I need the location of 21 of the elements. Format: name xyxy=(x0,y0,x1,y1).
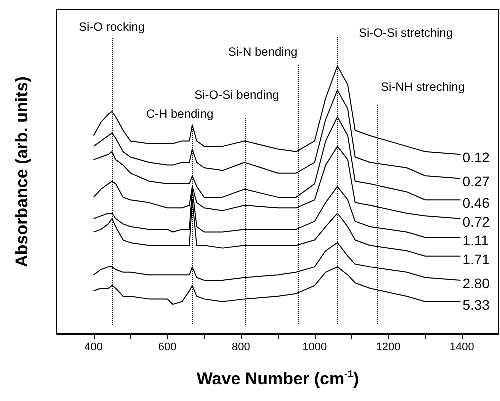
series-label: 0.27 xyxy=(462,174,490,190)
x-tick-label: 1400 xyxy=(450,342,474,354)
x-tick-label: 600 xyxy=(158,342,177,354)
x-tick-label: 800 xyxy=(232,342,250,354)
ref-line-label: Si-N bending xyxy=(228,45,298,59)
series-label: 0.46 xyxy=(462,195,490,212)
series-label: 0.72 xyxy=(462,214,490,230)
ref-line-label: Si-O rocking xyxy=(78,20,146,34)
ref-line-label: Si-O-Si stretching xyxy=(358,26,454,40)
series-label: 0.12 xyxy=(462,150,490,166)
y-axis-title: Absorbance (arb. units) xyxy=(12,76,32,268)
ref-line-label: Si-O-Si bending xyxy=(194,88,280,102)
series-label: 1.11 xyxy=(462,232,490,249)
x-tick-label: 400 xyxy=(84,342,104,354)
series-label: 1.71 xyxy=(462,251,490,268)
series-label: 5.33 xyxy=(462,296,490,313)
x-tick-label: 1200 xyxy=(376,342,401,354)
ref-line-label: Si-NH streching xyxy=(380,80,466,94)
series-label: 2.80 xyxy=(462,275,490,292)
x-tick-label: 1000 xyxy=(302,342,328,354)
ref-line-label: C-H bending xyxy=(146,107,214,121)
